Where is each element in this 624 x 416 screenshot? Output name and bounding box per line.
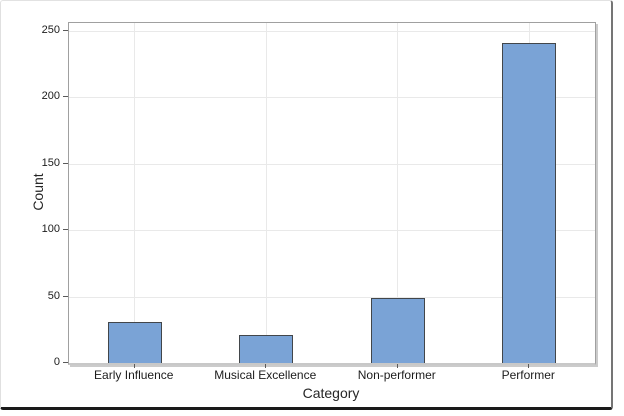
- x-tick-label: Performer: [501, 368, 555, 382]
- horizontal-gridline: [69, 97, 595, 99]
- y-tick-label: 0: [53, 356, 60, 368]
- horizontal-gridline: [69, 30, 595, 32]
- bar[interactable]: [502, 42, 557, 363]
- horizontal-gridline: [69, 163, 595, 165]
- x-tick-label: Early Influence: [94, 368, 174, 382]
- vertical-gridline: [265, 23, 267, 363]
- y-tick-label: 100: [41, 223, 60, 236]
- plot-area: [68, 22, 596, 365]
- chart-window: Count Category 0 50 100 150 200 250 Early Inf…: [0, 0, 613, 410]
- y-axis-title: Count: [30, 173, 46, 211]
- horizontal-gridline: [69, 296, 595, 298]
- y-tick-label: 150: [41, 156, 60, 169]
- bar[interactable]: [370, 297, 425, 363]
- vertical-gridline: [397, 23, 399, 363]
- bar[interactable]: [239, 335, 294, 363]
- y-tick-label: 200: [41, 90, 60, 103]
- x-tick-label: Non-performer: [357, 368, 436, 382]
- x-axis-title: Category: [302, 385, 360, 401]
- horizontal-gridline: [69, 230, 595, 232]
- y-tick-label: 50: [47, 289, 60, 302]
- x-tick-label: Musical Excellence: [214, 368, 317, 382]
- bar[interactable]: [107, 321, 162, 363]
- y-tick-label: 250: [41, 23, 60, 36]
- vertical-gridline: [134, 23, 136, 363]
